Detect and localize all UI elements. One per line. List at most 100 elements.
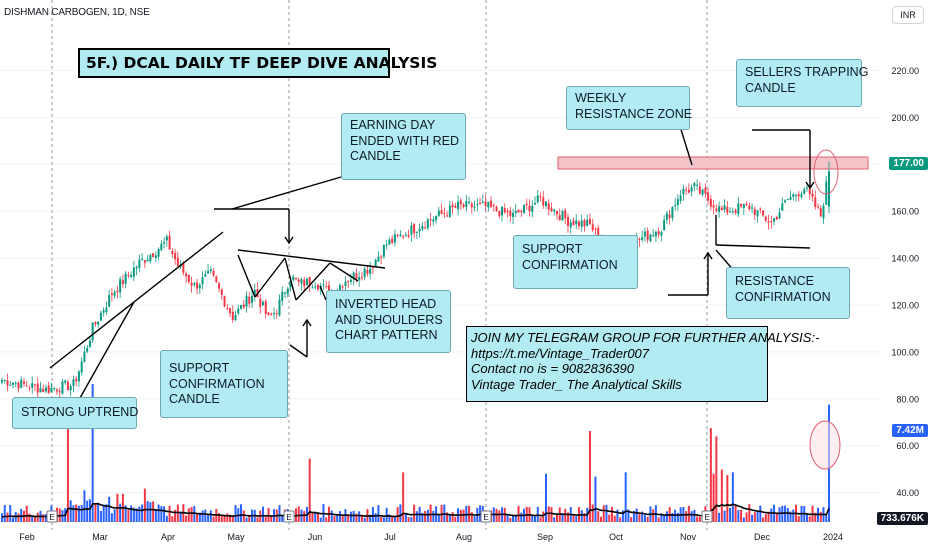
volume-bar <box>599 516 602 522</box>
callout-line: CANDLE <box>745 80 796 95</box>
volume-bar <box>138 506 141 522</box>
callout-weekly-resistance: WEEKLY RESISTANCE ZONE <box>566 86 692 130</box>
candle-body <box>113 291 116 296</box>
volume-bar <box>608 514 611 522</box>
candle-body <box>643 231 646 237</box>
candle-body <box>163 242 166 244</box>
candle-body <box>347 281 350 283</box>
candle-body <box>687 189 690 193</box>
last-price-tag: 177.00 <box>889 157 928 170</box>
volume-bar <box>448 515 451 522</box>
candle-body <box>393 234 396 243</box>
volume-bar <box>764 514 767 522</box>
support-arrow <box>302 318 312 327</box>
volume-bar <box>415 511 418 522</box>
candle-body <box>31 383 34 388</box>
volume-bar <box>163 506 166 522</box>
candle-body <box>355 273 358 279</box>
candle-body <box>28 387 31 389</box>
volume-bar <box>753 512 756 522</box>
x-tick-label: Mar <box>92 532 108 542</box>
candle-body <box>267 312 270 315</box>
y-tick-label: 100.00 <box>891 347 919 357</box>
volume-bar <box>674 509 677 522</box>
candle-body <box>470 203 473 208</box>
candle-body <box>58 391 61 393</box>
volume-bar <box>94 504 97 522</box>
volume-bar <box>676 512 679 522</box>
candle-body <box>251 296 254 303</box>
candle-body <box>119 279 122 293</box>
hs-head-left <box>284 257 297 301</box>
volume-bar <box>646 516 649 522</box>
currency-button[interactable]: INR <box>892 6 924 24</box>
candle-body <box>490 200 493 207</box>
volume-bar <box>393 517 396 522</box>
volume-bar <box>264 517 267 522</box>
volume-bar <box>432 510 435 522</box>
volume-bar <box>86 500 89 522</box>
volume-bar <box>201 510 204 522</box>
candle-body <box>146 259 149 262</box>
volume-bar <box>404 513 407 522</box>
volume-bar <box>770 508 773 522</box>
volume-bar <box>723 510 726 522</box>
volume-bar <box>72 505 75 522</box>
candle-body <box>660 231 663 236</box>
candle-body <box>270 313 273 315</box>
volume-bar <box>729 507 732 522</box>
volume-bar <box>360 514 363 522</box>
volume-bar <box>685 511 688 522</box>
candle-body <box>451 204 454 208</box>
candle-body <box>374 259 377 267</box>
volume-bar <box>223 515 226 522</box>
volume-bar <box>742 517 745 522</box>
candle-body <box>481 201 484 204</box>
candle-body <box>800 193 803 198</box>
candle-body <box>534 203 537 205</box>
candle-body <box>176 257 179 266</box>
volume-bar <box>325 517 328 522</box>
candle-body <box>80 361 83 373</box>
volume-bar <box>179 511 182 522</box>
candle-body <box>542 197 545 206</box>
candle-body <box>157 248 160 257</box>
candle-body <box>396 235 399 237</box>
candle-body <box>479 203 482 205</box>
candle-body <box>264 301 267 314</box>
x-tick-label: Oct <box>609 532 624 542</box>
candle-body <box>693 183 696 187</box>
volume-bar <box>745 512 748 522</box>
candle-body <box>303 279 306 287</box>
telegram-link[interactable]: https://t.me/Vintage_Trader007 <box>471 345 650 361</box>
candle-body <box>223 296 226 307</box>
candle-body <box>297 279 300 282</box>
volume-bar <box>229 514 232 522</box>
candle-body <box>561 210 564 221</box>
candle-body <box>6 380 9 386</box>
volume-bar <box>641 511 644 522</box>
candle-body <box>764 216 767 221</box>
volume-bar <box>619 517 622 522</box>
volume-bar <box>127 510 130 522</box>
candle-body <box>825 181 828 205</box>
volume-bar <box>336 514 339 522</box>
callout-line: EARNING DAY <box>350 118 436 132</box>
candle-body <box>555 211 558 215</box>
volume-bar <box>220 515 223 522</box>
volume-bar <box>734 505 737 522</box>
candle-body <box>218 283 221 289</box>
uptrend-pointer <box>79 301 135 399</box>
volume-bar <box>473 516 476 522</box>
candle-body <box>237 308 240 314</box>
y-tick-label: 160.00 <box>891 207 919 217</box>
earnings-marker <box>283 510 295 523</box>
volume-bar <box>141 504 144 522</box>
volume-bar <box>624 472 627 522</box>
candle-body <box>193 283 196 285</box>
volume-bar <box>542 511 545 522</box>
callout-support-confirmation: SUPPORT CONFIRMATION <box>513 235 638 289</box>
callout-line: WEEKLY <box>575 91 627 105</box>
candle-body <box>94 321 97 325</box>
candle-body <box>407 234 410 237</box>
